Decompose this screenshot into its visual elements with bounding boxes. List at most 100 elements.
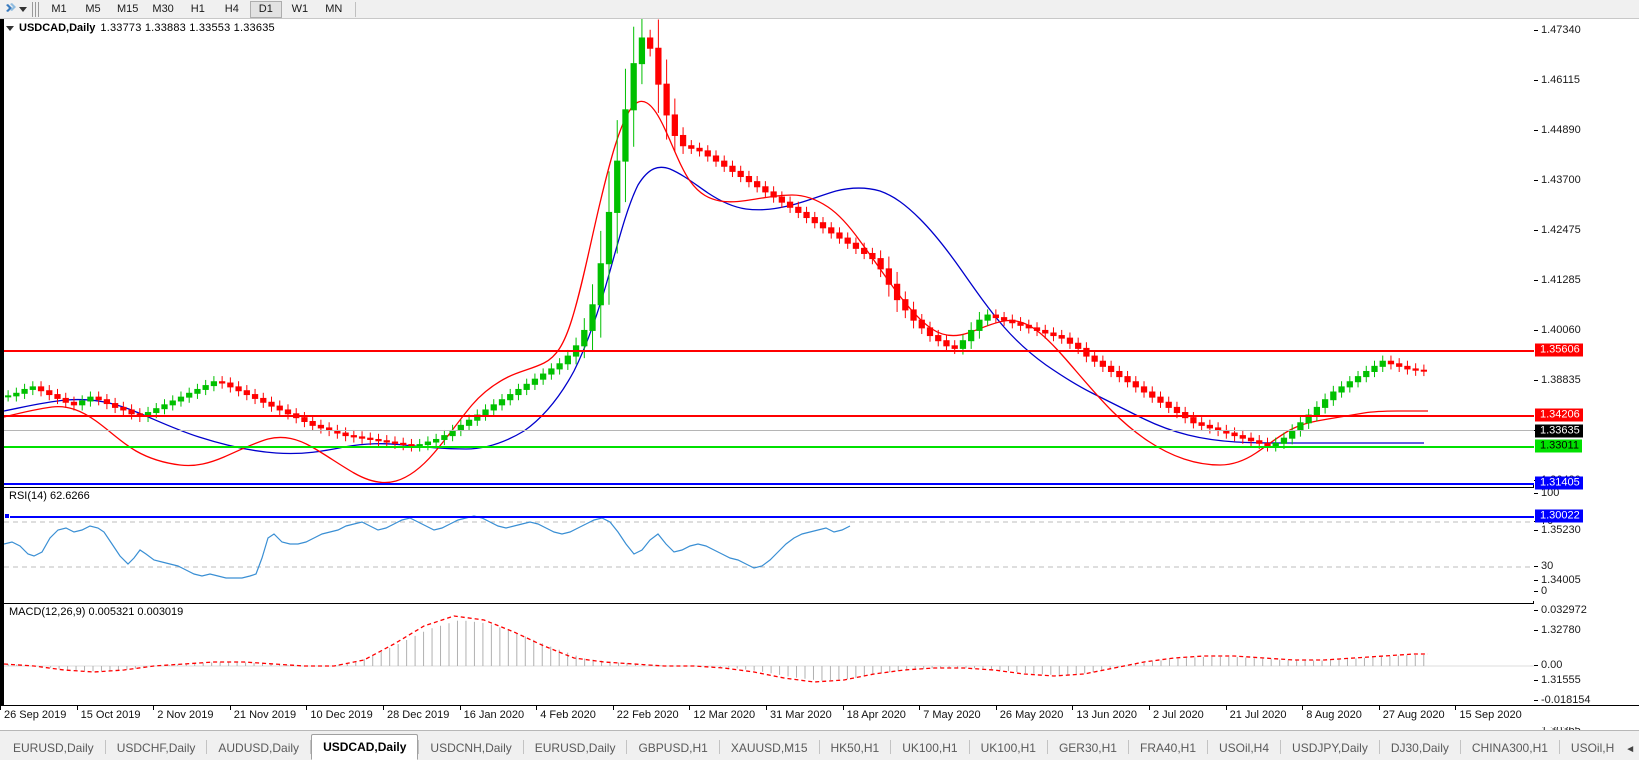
time-tick-mark — [153, 705, 155, 710]
time-tick-mark — [1072, 705, 1074, 710]
tab-uk100-h1[interactable]: UK100,H1 — [902, 741, 958, 755]
time-tick-mark — [306, 705, 308, 710]
tab-usdcad-daily[interactable]: USDCAD,Daily — [311, 734, 419, 760]
time-tick-mark — [689, 705, 691, 710]
time-axis-label: 4 Feb 2020 — [540, 709, 596, 721]
tab-usoil-h[interactable]: USOil,H — [1570, 741, 1615, 755]
time-axis-label: 8 Aug 2020 — [1306, 709, 1362, 721]
timeframe-h1[interactable]: H1 — [190, 3, 205, 15]
time-tick-mark — [766, 705, 767, 710]
timeframe-h4[interactable]: H4 — [224, 3, 239, 15]
tab-dj30-daily[interactable]: DJ30,Daily — [1390, 741, 1449, 755]
tab-usdchf-daily[interactable]: USDCHF,Daily — [116, 741, 196, 755]
time-tick-mark — [842, 705, 844, 710]
level-line-resistance-1[interactable] — [4, 350, 1534, 352]
tab-eurusd-daily[interactable]: EURUSD,Daily — [534, 741, 616, 755]
price-tick: 1.41285 — [1534, 274, 1581, 286]
symbol-name: USDCAD,Daily — [19, 22, 96, 34]
price-tick: 1.38835 — [1534, 374, 1581, 386]
time-axis-label: 16 Jan 2020 — [463, 709, 525, 721]
time-axis-label: 2 Nov 2019 — [157, 709, 214, 721]
chart-tabs-bar[interactable]: EURUSD,Daily USDCHF,Daily AUDUSD,Daily USDC… — [0, 730, 1639, 760]
timeframe-mn[interactable]: MN — [325, 3, 343, 15]
tab-divider — [1280, 740, 1282, 754]
time-tick-mark — [229, 705, 231, 710]
candlestick-series — [4, 19, 1428, 452]
tab-prev-icon[interactable]: ◄ — [1625, 744, 1636, 755]
rsi-line-svg — [4, 515, 1534, 579]
macd-pane[interactable]: MACD(12,26,9) 0.005321 0.003019 — [4, 603, 1534, 705]
tab-gbpusd-h1[interactable]: GBPUSD,H1 — [638, 741, 708, 755]
tab-divider — [1046, 740, 1048, 754]
time-tick-mark — [0, 705, 1, 710]
symbol-header: USDCAD,Daily 1.33773 1.33883 1.33553 1.3… — [2, 21, 275, 35]
time-tick-mark — [612, 705, 614, 710]
rsi-pane[interactable]: RSI(14) 62.6266 — [4, 487, 1534, 601]
time-axis[interactable]: 26 Sep 2019 15 Oct 2019 2 Nov 2019 21 Nov 2… — [0, 705, 1639, 727]
time-axis-label: 31 Mar 2020 — [770, 709, 832, 721]
tab-divider — [718, 740, 720, 754]
macd-signal-line — [4, 615, 1428, 683]
tab-fra40-h1[interactable]: FRA40,H1 — [1139, 741, 1197, 755]
tab-nav[interactable]: ◄ ► — [1625, 744, 1639, 760]
level-line-support-blue-1[interactable] — [4, 483, 1534, 485]
time-axis-label: 7 May 2020 — [923, 709, 981, 721]
ma-fast-line — [4, 100, 1428, 484]
level-line-support-green[interactable] — [4, 446, 1534, 448]
time-tick-mark — [76, 705, 78, 710]
time-axis-label: 21 Jul 2020 — [1229, 709, 1287, 721]
time-tick-mark — [919, 705, 921, 710]
candles-icon — [5, 3, 16, 12]
price-tick: 1.35230 — [1534, 524, 1581, 536]
level-line-support-blue-2[interactable] — [4, 516, 1534, 518]
tab-usdjpy-daily[interactable]: USDJPY,Daily — [1292, 741, 1368, 755]
timeframe-m1[interactable]: M1 — [51, 3, 67, 15]
time-axis-label: 26 May 2020 — [999, 709, 1064, 721]
tab-usdcnh-daily[interactable]: USDCNH,Daily — [430, 741, 512, 755]
tab-eurusd-daily[interactable]: EURUSD,Daily — [13, 741, 94, 755]
price-tick: 1.36420 — [1534, 474, 1581, 486]
tab-divider — [104, 740, 106, 754]
price-tick: 1.42475 — [1534, 224, 1581, 236]
tab-divider — [206, 740, 208, 754]
timeframe-m30[interactable]: M30 — [152, 3, 174, 15]
chevron-down-icon — [18, 6, 27, 12]
timeframe-w1[interactable]: W1 — [291, 3, 309, 15]
tab-divider — [968, 740, 970, 754]
macd-histogram — [7, 620, 1425, 681]
price-pane[interactable] — [4, 19, 1534, 485]
tab-hk50-h1[interactable]: HK50,H1 — [830, 741, 880, 755]
time-tick-mark — [459, 705, 461, 710]
timeframe-m5[interactable]: M5 — [85, 3, 101, 15]
tab-divider — [1459, 740, 1461, 754]
collapse-triangle-icon[interactable] — [6, 25, 14, 31]
timeframe-toolbar: M1 M5 M15 M30 H1 H4 D1 W1 MN — [0, 0, 1639, 19]
time-tick-mark — [1302, 705, 1304, 710]
tab-uk100-h1[interactable]: UK100,H1 — [980, 741, 1036, 755]
chart-area[interactable]: USDCAD,Daily 1.33773 1.33883 1.33553 1.3… — [0, 19, 1639, 736]
tab-audusd-daily[interactable]: AUDUSD,Daily — [218, 741, 300, 755]
level-handle-support-blue-2[interactable] — [4, 513, 10, 519]
timeframe-d1[interactable]: D1 — [249, 0, 282, 18]
chart-type-dropdown[interactable] — [0, 0, 30, 19]
price-tick: 1.32780 — [1534, 624, 1581, 636]
time-axis-label: 22 Feb 2020 — [616, 709, 679, 721]
timeframe-m15[interactable]: M15 — [117, 3, 139, 15]
time-tick-mark — [1378, 705, 1380, 710]
tab-xauusd-m15[interactable]: XAUUSD,M15 — [730, 741, 808, 755]
tab-divider — [626, 740, 628, 754]
time-axis-label: 10 Dec 2019 — [310, 709, 373, 721]
tab-ger30-h1[interactable]: GER30,H1 — [1058, 741, 1117, 755]
time-axis-label: 12 Mar 2020 — [693, 709, 756, 721]
tab-usoil-h4[interactable]: USOil,H4 — [1219, 741, 1270, 755]
time-axis-label: 28 Dec 2019 — [387, 709, 450, 721]
price-candles-svg — [4, 100, 1428, 484]
tab-china300-h1[interactable]: CHINA300,H1 — [1471, 741, 1548, 755]
time-tick-mark — [1149, 705, 1150, 710]
time-tick-mark — [536, 705, 538, 710]
price-scale[interactable]: 1.47340 1.46115 1.44890 1.43700 1.42475 … — [1534, 19, 1639, 736]
time-axis-label: 13 Jun 2020 — [1076, 709, 1137, 721]
time-axis-label: 15 Oct 2019 — [80, 709, 141, 721]
level-line-resistance-2[interactable] — [4, 415, 1534, 417]
